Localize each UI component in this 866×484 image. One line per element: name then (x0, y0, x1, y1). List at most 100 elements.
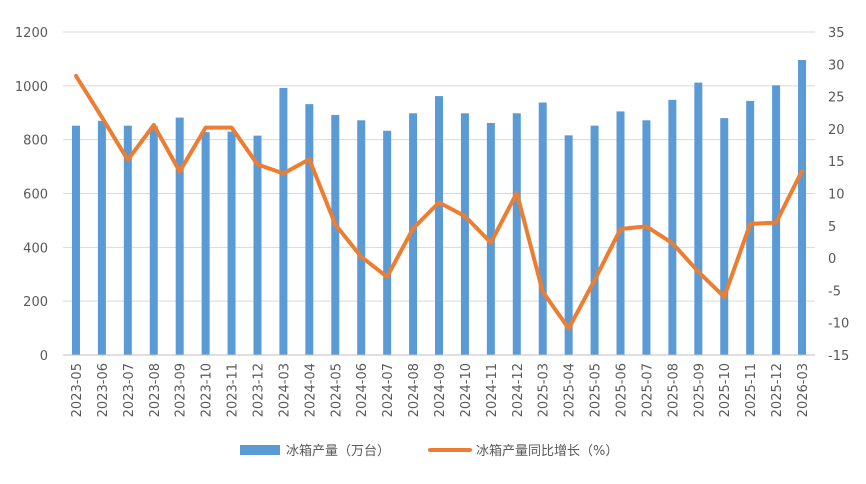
bar (512, 113, 521, 355)
line-point (516, 192, 518, 194)
axes: 0 200 400 600 800 1000 1200 -15 -10 -5 0 5 10 15 20 25 3… (15, 26, 849, 417)
bar (149, 126, 158, 355)
line-point (749, 223, 751, 225)
bar (175, 117, 184, 355)
x-tick-label: 2025-06 (615, 363, 630, 417)
legend: 冰箱产量（万台） 冰箱产量同比增长（%） (240, 443, 618, 459)
x-tick-label: 2025-11 (744, 363, 759, 417)
x-tick-label: 2025-12 (770, 363, 785, 417)
line-point (101, 116, 103, 118)
bar (71, 125, 80, 355)
x-tick-label: 2024-06 (355, 363, 370, 417)
line-point (645, 225, 647, 227)
bar (97, 120, 106, 355)
bar (201, 132, 210, 355)
y-right-tick-label: -5 (828, 284, 841, 299)
y-right-tick-label: 5 (828, 220, 836, 235)
y-right-tick-label: 15 (828, 155, 845, 170)
bar (227, 131, 236, 355)
bar (538, 102, 547, 355)
x-tick-label: 2025-10 (718, 363, 733, 417)
line-point (775, 222, 777, 224)
x-tick-label: 2024-11 (485, 363, 500, 417)
legend-bar-swatch (240, 445, 280, 455)
y-left-tick-label: 800 (23, 134, 48, 149)
y-left-tick-label: 200 (23, 295, 48, 310)
bar (590, 125, 599, 355)
x-tick-label: 2023-08 (148, 363, 163, 417)
y-right-tick-label: 10 (828, 188, 845, 203)
x-tick-label: 2025-08 (666, 363, 681, 417)
bar (460, 113, 469, 355)
x-tick-label: 2024-03 (277, 363, 292, 417)
line-point (620, 228, 622, 230)
bar (435, 96, 443, 355)
x-tick-label: 2023-12 (251, 363, 266, 417)
x-tick-label: 2025-09 (692, 363, 707, 417)
bar (331, 114, 340, 355)
x-tick-label: 2023-09 (174, 363, 189, 417)
y-right-tick-label: -15 (828, 349, 849, 364)
x-tick-label: 2023-06 (96, 363, 111, 417)
bar (409, 113, 418, 355)
line-point (127, 159, 129, 161)
line-point (464, 215, 466, 217)
y-left-tick-label: 1000 (15, 80, 48, 95)
x-tick-label: 2025-07 (640, 363, 655, 417)
x-tick-label: 2025-03 (537, 363, 552, 417)
x-tick-label: 2024-10 (459, 363, 474, 417)
line-point (801, 170, 803, 172)
bar (123, 125, 132, 355)
line-point (542, 291, 544, 293)
x-tick-label: 2023-05 (70, 363, 85, 417)
line-point (568, 328, 570, 330)
y-right-tick-label: 25 (828, 91, 845, 106)
x-tick-label: 2026-03 (796, 363, 811, 417)
bar-series (71, 59, 807, 356)
bar (720, 118, 729, 355)
line-point (179, 171, 181, 173)
y-right-tick-label: 0 (828, 252, 836, 267)
x-tick-label: 2024-08 (407, 363, 422, 417)
line-point (205, 127, 207, 129)
line-point (386, 276, 388, 278)
bar (564, 135, 573, 355)
line-point (282, 172, 284, 174)
x-tick-label: 2023-10 (200, 363, 215, 417)
y-left-tick-label: 1200 (15, 26, 48, 41)
x-tick-label: 2023-07 (122, 363, 137, 417)
bar (253, 135, 262, 355)
x-tick-label: 2024-05 (329, 363, 344, 417)
x-tick-label: 2024-04 (303, 363, 318, 417)
bar (694, 82, 703, 355)
bar (279, 87, 288, 355)
line-point (594, 279, 596, 281)
x-tick-label: 2024-09 (433, 363, 448, 417)
y-right-tick-label: 35 (828, 26, 845, 41)
line-point (153, 124, 155, 126)
line-point (308, 158, 310, 160)
bar (383, 130, 392, 355)
y-right-tick-label: -10 (828, 317, 849, 332)
y-left-tick-label: 400 (23, 241, 48, 256)
x-tick-label: 2024-12 (511, 363, 526, 417)
line-point (671, 242, 673, 244)
line-point (75, 75, 77, 77)
line-point (697, 271, 699, 273)
line-point (360, 256, 362, 258)
line-point (412, 227, 414, 229)
x-tick-label: 2024-07 (381, 363, 396, 417)
line-point (334, 224, 336, 226)
y-left-tick-label: 0 (40, 349, 48, 364)
bar (305, 104, 314, 356)
bar (668, 99, 677, 355)
x-tick-label: 2025-05 (589, 363, 604, 417)
line-point (438, 202, 440, 204)
legend-bar-label: 冰箱产量（万台） (286, 443, 390, 459)
line-point (231, 127, 233, 129)
line-series (74, 73, 804, 331)
line-point (490, 242, 492, 244)
line-point (256, 163, 258, 165)
